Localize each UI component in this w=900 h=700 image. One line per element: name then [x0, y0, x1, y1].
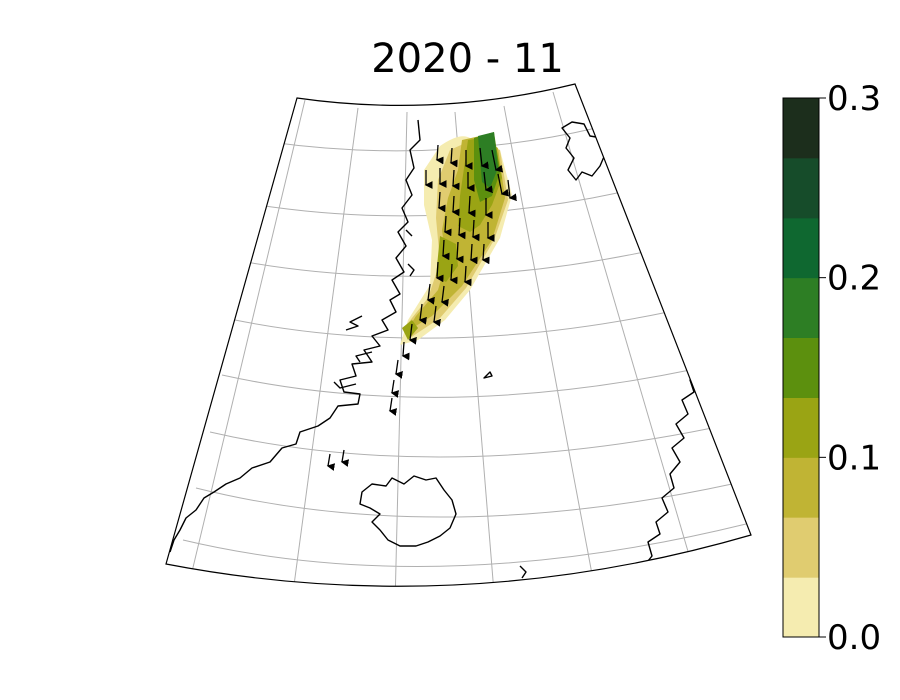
colorbar-band-4	[783, 337, 819, 399]
greenland-fjord	[407, 263, 415, 277]
drift-arrow	[449, 263, 458, 285]
colorbar-tick-label: 0.0	[827, 618, 881, 658]
map-title: 2020 - 11	[371, 36, 564, 82]
colorbar-band-7	[783, 157, 819, 219]
drift-arrow	[432, 305, 441, 327]
map-frame	[165, 83, 752, 587]
drift-arrow	[401, 341, 410, 361]
drift-arrow	[463, 265, 472, 287]
contour-level-5	[478, 132, 498, 188]
drift-arrow	[483, 171, 493, 194]
meridian-line	[503, 105, 596, 587]
drift-arrow	[390, 379, 400, 398]
graticule	[182, 91, 747, 587]
parallel-line	[269, 127, 597, 152]
parallel-line	[209, 427, 713, 458]
meridian-line	[291, 107, 359, 587]
drift-arrow	[479, 147, 489, 170]
drift-arrow	[471, 219, 480, 242]
colorbar-frame	[782, 97, 820, 638]
parallel-line	[182, 523, 747, 567]
drift-arrow	[455, 241, 464, 264]
colorbar-band-6	[783, 217, 819, 279]
greenland-fjord	[355, 351, 373, 363]
svalbard-coast	[561, 121, 607, 181]
colorbar-tick-label: 0.3	[827, 79, 881, 119]
greenland-fjord	[405, 229, 413, 237]
drift-arrow	[340, 449, 350, 467]
drift-arrow	[451, 195, 460, 217]
colorbar-band-5	[783, 277, 819, 338]
drift-arrow	[443, 215, 452, 237]
drift-arrow	[437, 191, 446, 213]
drift-arrow	[497, 173, 510, 197]
greenland-coast	[169, 119, 421, 553]
contour-level-3c	[402, 320, 418, 340]
colorbar-bands	[783, 98, 819, 638]
iceland-coast	[359, 475, 457, 547]
drift-arrow	[435, 144, 444, 165]
meridian-line	[552, 91, 693, 566]
drift-arrow	[326, 453, 336, 471]
colorbar-band-8	[783, 98, 819, 159]
parallel-line	[234, 311, 669, 339]
drift-arrow	[408, 323, 417, 345]
drift-arrow	[440, 285, 449, 307]
drift-arrow	[507, 179, 517, 202]
colorbar-band-0	[783, 577, 819, 638]
norway-coast	[643, 369, 703, 567]
parallel-line	[221, 369, 691, 398]
drift-arrow	[426, 283, 435, 305]
drift-arrow	[441, 239, 450, 261]
map-frame-background	[166, 84, 751, 587]
greenland-fjord	[345, 315, 363, 331]
drift-arrow	[435, 261, 444, 283]
colorbar-band-1	[783, 517, 819, 578]
meridian-line	[189, 99, 306, 581]
colorbar-tick-label: 0.2	[827, 259, 881, 299]
drift-arrow	[451, 169, 460, 191]
faroe-coast	[519, 565, 527, 579]
drift-arrow	[481, 243, 490, 265]
coastlines	[169, 119, 703, 579]
drift-vectors	[326, 144, 517, 471]
drift-arrow	[449, 147, 458, 168]
drift-arrow	[491, 149, 504, 173]
drift-arrow	[457, 217, 466, 240]
colorbar-tick-label: 0.1	[827, 438, 881, 478]
colorbar-band-2	[783, 457, 819, 518]
meridian-line	[394, 111, 408, 587]
parallel-line	[195, 483, 733, 518]
drift-arrow	[467, 195, 476, 218]
jan-mayen-coast	[483, 371, 493, 379]
drift-arrow	[418, 303, 427, 325]
colorbar-band-3	[783, 397, 819, 458]
drift-arrow	[388, 397, 398, 416]
drift-arrow	[469, 243, 478, 265]
drift-arrow	[394, 359, 403, 379]
colorbar-ticks: 0.3 0.2 0.1 0.0	[819, 79, 881, 658]
greenland-fjord	[333, 381, 357, 389]
